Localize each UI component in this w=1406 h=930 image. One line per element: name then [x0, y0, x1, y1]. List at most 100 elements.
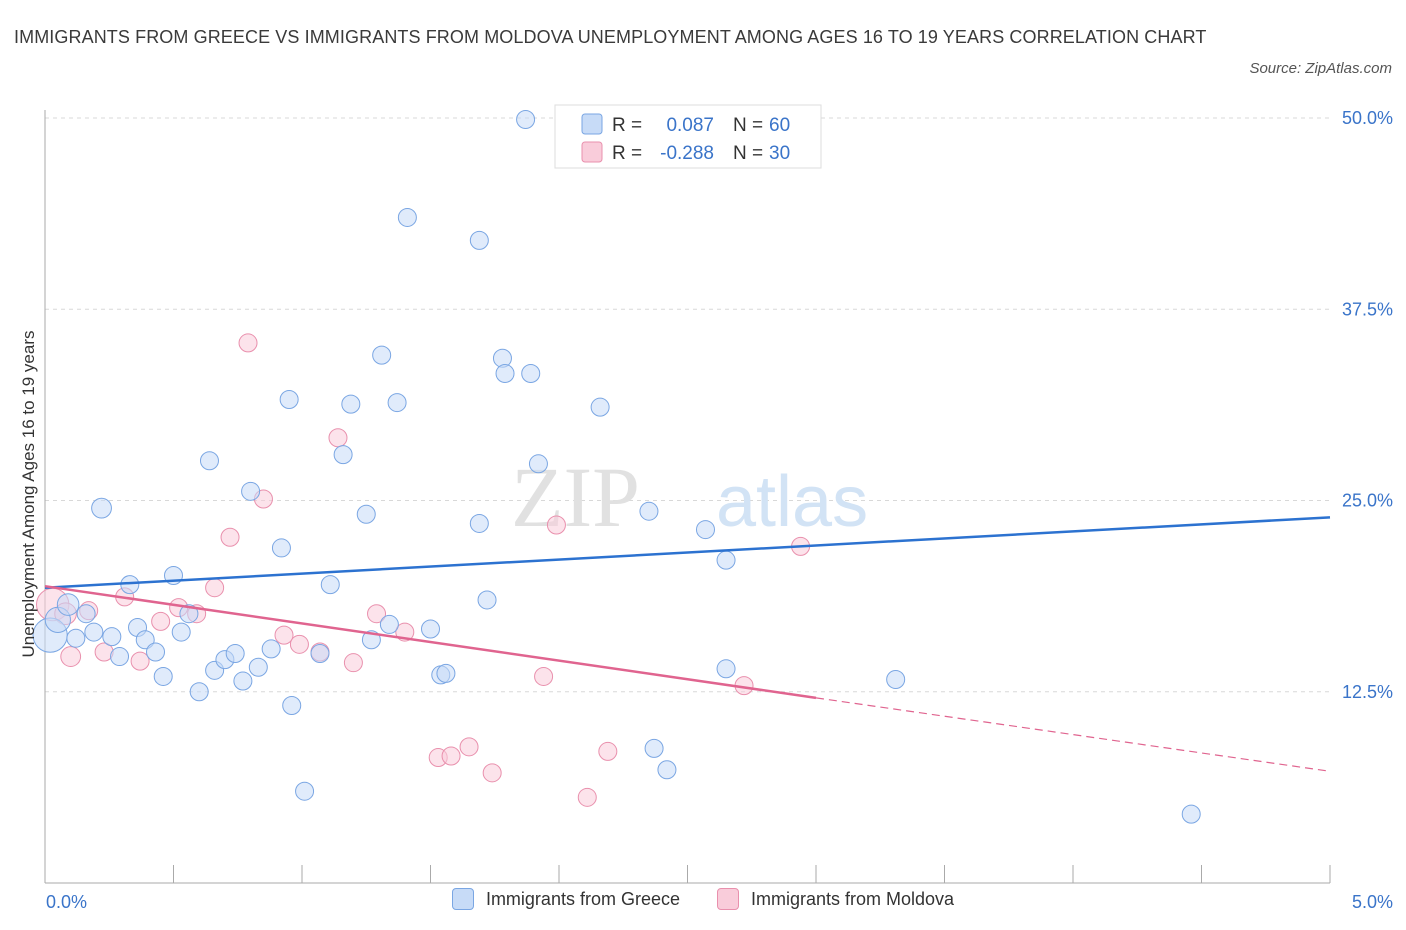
greece-point — [421, 619, 440, 639]
moldova-point — [546, 515, 566, 535]
x-tick-label: 0.0% — [46, 892, 87, 912]
axes: 12.5% 25.0% 37.5% 50.0% 0.0% 5.0% — [44, 108, 1393, 912]
greece-point — [356, 504, 376, 524]
moldova-point — [220, 527, 240, 547]
moldova-point — [367, 604, 387, 624]
greece-point — [189, 682, 209, 702]
greece-point — [102, 627, 122, 647]
greece-point — [199, 451, 219, 471]
gridlines — [45, 117, 1330, 693]
moldova-trend-line — [44, 584, 817, 700]
y-tick-label: 25.0% — [1342, 491, 1393, 511]
x-tick-label: 5.0% — [1352, 892, 1393, 912]
greece-point — [179, 604, 199, 624]
moldova-point — [238, 333, 258, 353]
legend-moldova-n-label: N = — [733, 143, 763, 164]
legend-greece-n-label: N = — [733, 115, 763, 136]
greece-point — [716, 550, 736, 570]
greece-point — [56, 593, 80, 616]
moldova-trend-extension — [815, 697, 1331, 772]
series-moldova-points — [36, 333, 811, 807]
moldova-point — [459, 737, 479, 757]
greece-point — [516, 110, 536, 130]
greece-point — [110, 647, 130, 667]
greece-point — [146, 642, 166, 662]
watermark-atlas: atlas — [716, 462, 868, 542]
moldova-point — [274, 625, 294, 645]
greece-point — [886, 670, 906, 690]
greece-point — [225, 644, 245, 663]
legend-moldova-n-value: 30 — [769, 143, 790, 164]
legend-greece-swatch-bottom — [451, 888, 474, 910]
greece-point — [477, 590, 497, 610]
greece-point — [282, 696, 302, 716]
legend-greece-r-value: 0.087 — [666, 115, 714, 136]
greece-point — [341, 394, 361, 414]
legend-moldova-swatch — [581, 141, 603, 163]
legend-moldova-r-label: R = — [612, 143, 642, 164]
greece-point — [241, 481, 261, 501]
greece-point — [135, 630, 155, 650]
greece-point — [248, 657, 268, 677]
greece-point — [436, 663, 456, 683]
greece-point — [279, 390, 299, 410]
greece-point — [320, 575, 340, 595]
greece-point — [91, 497, 112, 519]
greece-point — [521, 364, 541, 384]
moldova-point — [577, 787, 597, 807]
legend-moldova-swatch-bottom — [717, 888, 739, 910]
greece-point — [310, 644, 330, 663]
moldova-point — [130, 651, 150, 671]
legend-greece-label: Immigrants from Greece — [485, 888, 680, 909]
greece-point — [716, 659, 736, 679]
greece-point — [379, 614, 399, 634]
moldova-point — [151, 611, 171, 631]
moldova-point — [205, 578, 225, 598]
y-tick-label: 12.5% — [1342, 682, 1393, 702]
watermark: ZIP atlas — [511, 449, 868, 545]
legend-greece-r-label: R = — [612, 115, 642, 136]
moldova-point — [598, 741, 618, 761]
moldova-point — [482, 763, 502, 783]
greece-point — [76, 604, 96, 624]
trend-lines — [44, 516, 1331, 772]
y-tick-label: 37.5% — [1342, 299, 1393, 319]
greece-point — [66, 628, 86, 648]
greece-point — [295, 781, 315, 801]
chart-title: IMMIGRANTS FROM GREECE VS IMMIGRANTS FRO… — [14, 27, 1207, 47]
legend-bottom: Immigrants from Greece Immigrants from M… — [0, 888, 1406, 915]
y-axis-label: Unemployment Among Ages 16 to 19 years — [19, 331, 38, 658]
y-tick-label: 50.0% — [1342, 108, 1393, 128]
greece-point — [84, 622, 104, 642]
greece-point — [333, 445, 353, 465]
greece-point — [372, 345, 392, 365]
legend-item-moldova[interactable]: Immigrants from Moldova — [717, 888, 954, 910]
greece-point — [387, 393, 407, 413]
greece-point — [261, 639, 281, 659]
greece-point — [153, 666, 173, 686]
source-label: Source: ZipAtlas.com — [1249, 60, 1392, 77]
greece-point — [469, 230, 489, 250]
moldova-point — [328, 428, 348, 448]
legend-moldova-r-value: -0.288 — [660, 143, 714, 164]
legend-greece-n-value: 60 — [769, 115, 790, 136]
greece-point — [639, 501, 659, 521]
greece-point — [495, 364, 515, 384]
greece-point — [657, 760, 677, 780]
legend-top: R = 0.087 N = 60 R = -0.288 N = 30 — [554, 104, 822, 169]
greece-point — [1181, 804, 1201, 824]
greece-point — [469, 513, 489, 533]
moldova-point — [60, 646, 82, 667]
greece-point — [695, 520, 715, 540]
greece-point — [271, 538, 291, 558]
greece-point — [528, 454, 548, 474]
greece-point — [233, 671, 253, 691]
legend-item-greece[interactable]: Immigrants from Greece — [451, 888, 680, 910]
moldova-point — [343, 653, 363, 673]
greece-point — [397, 207, 417, 227]
legend-moldova-label: Immigrants from Moldova — [751, 888, 955, 909]
moldova-point — [289, 634, 309, 654]
greece-point — [644, 738, 664, 758]
greece-point — [590, 397, 610, 417]
